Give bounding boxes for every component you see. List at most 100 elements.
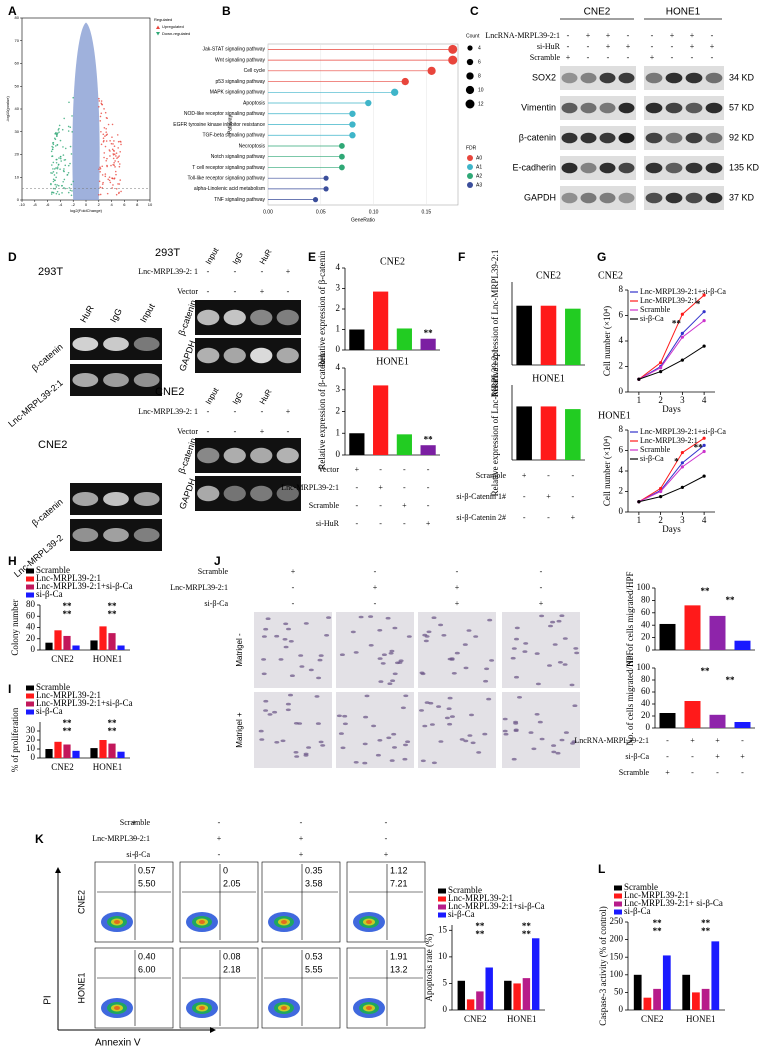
panel-label: L [598, 862, 605, 876]
bar [653, 988, 661, 1010]
x-tick-label: CNE2 [641, 1014, 664, 1024]
blot-band [599, 102, 616, 114]
cell [539, 614, 545, 618]
legend-color [467, 155, 473, 161]
point [52, 141, 55, 144]
condition-sign: + [373, 583, 378, 592]
category-label: p53 signaling pathway [216, 79, 266, 85]
point [107, 178, 110, 181]
chart-title: CNE2 [536, 270, 561, 281]
point [72, 180, 74, 183]
legend-marker [156, 32, 160, 36]
condition-sign: - [711, 53, 714, 62]
point [99, 167, 102, 170]
point [56, 184, 58, 186]
condition-sign: - [567, 42, 570, 51]
condition-sign: - [261, 267, 264, 276]
category-label: Wnt signaling pathway [215, 57, 266, 63]
condition-sign: + [402, 501, 407, 510]
cell [502, 729, 508, 733]
blot-band [580, 72, 597, 84]
point [113, 178, 116, 180]
condition-sign: + [426, 519, 431, 528]
category-label: TNF signaling pathway [214, 197, 265, 203]
cell [336, 714, 342, 718]
target-label: β-catenin [30, 497, 65, 529]
point [51, 148, 54, 151]
y-tick-label: 0 [31, 752, 36, 762]
cell [389, 649, 395, 653]
y-tick-label: 10 [438, 951, 448, 961]
category-label: Apoptosis [243, 100, 265, 106]
x-tick-label: 0.10 [369, 209, 379, 215]
x-tick-label: -6 [46, 202, 50, 207]
condition-sign: - [385, 818, 388, 827]
point [60, 160, 62, 162]
cell-line-label: CNE2 [584, 7, 611, 18]
size-label: 92 KD [729, 132, 755, 142]
point [111, 123, 114, 126]
blot-band [133, 491, 160, 507]
row-label: Matrigel + [235, 712, 244, 748]
point [118, 163, 121, 165]
point [100, 102, 103, 105]
panel-label: C [470, 4, 479, 18]
legend-swatch [614, 885, 622, 891]
point [99, 120, 102, 122]
cell [555, 751, 561, 755]
point [120, 190, 122, 193]
condition-sign: - [379, 519, 382, 528]
point [680, 335, 684, 339]
cell [556, 619, 562, 623]
x-tick-label: -8 [33, 202, 37, 207]
point [111, 148, 114, 151]
lane-label: HuR [78, 303, 96, 324]
point [54, 183, 57, 186]
condition-sign: - [403, 483, 406, 492]
x-tick-label: 10 [148, 202, 153, 207]
blot-band [197, 347, 220, 364]
cell [470, 741, 476, 745]
point [119, 151, 121, 153]
blot-band [645, 102, 663, 114]
legend-label: Lnc-MRPL39-2:1 [448, 893, 513, 903]
cell [390, 679, 396, 682]
blot-band [685, 192, 703, 204]
quadrant-value: 3.58 [305, 878, 323, 888]
condition-sign: - [651, 42, 654, 51]
point [659, 366, 663, 370]
bar [684, 701, 701, 728]
significance: ** [522, 929, 532, 939]
point [98, 180, 101, 183]
x-tick-label: 2 [98, 202, 101, 207]
legend-label: 8 [478, 73, 481, 79]
bar [420, 338, 436, 350]
point [99, 186, 102, 189]
point [56, 134, 58, 137]
point [63, 170, 65, 173]
cell [422, 724, 428, 728]
point [53, 168, 56, 170]
cell [551, 750, 557, 754]
dot [401, 77, 409, 86]
point [101, 187, 104, 189]
point [53, 137, 56, 140]
x-tick-label: CNE2 [464, 1014, 487, 1024]
cell [438, 740, 444, 743]
point [70, 194, 73, 197]
point [51, 155, 53, 158]
x-tick-label: -2 [71, 202, 75, 207]
point [680, 331, 684, 335]
blot-band [223, 347, 246, 364]
blot-band [685, 102, 703, 114]
cell [562, 663, 568, 666]
point [637, 500, 641, 504]
significance: ** [475, 921, 485, 931]
bar [565, 409, 581, 460]
cell [320, 744, 326, 747]
condition-label: si-β-Catenin 2# [456, 513, 506, 522]
cell [299, 665, 305, 668]
condition-sign: - [523, 492, 526, 501]
chart-title: HONE1 [598, 410, 631, 421]
cell [294, 755, 300, 758]
